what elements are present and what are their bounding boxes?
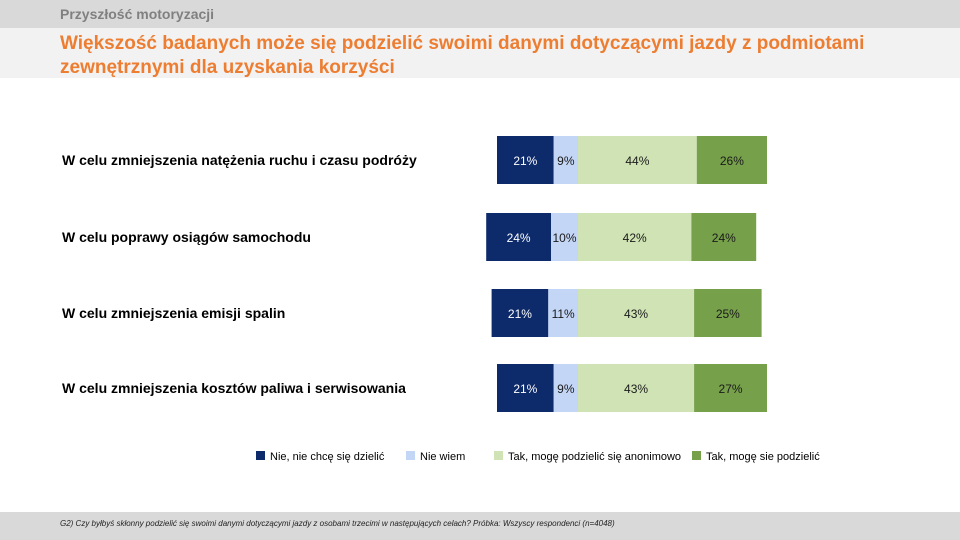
section-title: Przyszłość motoryzacji — [60, 6, 215, 22]
bar-segment — [553, 136, 578, 184]
legend-label: Tak, mogę podzielić się anonimowo — [508, 451, 681, 463]
bar-segment — [691, 213, 757, 261]
data-label: 9% — [557, 154, 575, 168]
footer-strip — [0, 512, 960, 540]
bar-segment — [497, 364, 554, 412]
bar-segment — [491, 289, 549, 337]
data-label: 21% — [513, 154, 537, 168]
bar-segment — [694, 364, 767, 412]
footnote: G2) Czy byłbyś skłonny podzielić się swo… — [60, 519, 615, 528]
data-label: 21% — [513, 382, 537, 396]
category-label: W celu zmniejszenia emisji spalin — [62, 305, 285, 321]
data-label: 26% — [720, 154, 744, 168]
bar-segment — [548, 289, 578, 337]
bar-segment — [551, 213, 578, 261]
data-label: 27% — [719, 382, 743, 396]
bar-segment — [578, 136, 697, 184]
bar-segment — [694, 289, 762, 337]
data-label: 43% — [624, 307, 648, 321]
bar-segment — [578, 364, 695, 412]
data-label: 24% — [507, 231, 531, 245]
page-title: Większość badanych może się podzielić sw… — [60, 33, 865, 78]
data-label: 9% — [557, 382, 575, 396]
legend-swatch — [256, 451, 265, 460]
bar-segment — [486, 213, 551, 261]
bar-segment — [578, 289, 695, 337]
data-label: 11% — [552, 307, 575, 321]
header-strip — [0, 0, 960, 28]
legend-swatch — [494, 451, 503, 460]
legend-swatch — [406, 451, 415, 460]
category-label: W celu zmniejszenia natężenia ruchu i cz… — [62, 152, 417, 168]
data-label: 21% — [508, 307, 532, 321]
bar-segment — [553, 364, 578, 412]
category-label: W celu poprawy osiągów samochodu — [62, 229, 311, 245]
legend-label: Nie, nie chcę się dzielić — [270, 451, 385, 463]
legend-swatch — [692, 451, 701, 460]
data-label: 44% — [625, 154, 649, 168]
category-label: W celu zmniejszenia kosztów paliwa i ser… — [62, 380, 406, 396]
bar-segment — [578, 213, 692, 261]
data-label: 24% — [712, 231, 736, 245]
title-band — [0, 28, 960, 78]
data-label: 43% — [624, 382, 648, 396]
data-label: 25% — [716, 307, 740, 321]
data-label: 42% — [623, 231, 647, 245]
data-label: 10% — [552, 231, 576, 245]
legend-label: Nie wiem — [420, 451, 465, 463]
legend-label: Tak, mogę sie podzielić — [706, 451, 820, 463]
bar-segment — [497, 136, 554, 184]
bar-segment — [696, 136, 767, 184]
